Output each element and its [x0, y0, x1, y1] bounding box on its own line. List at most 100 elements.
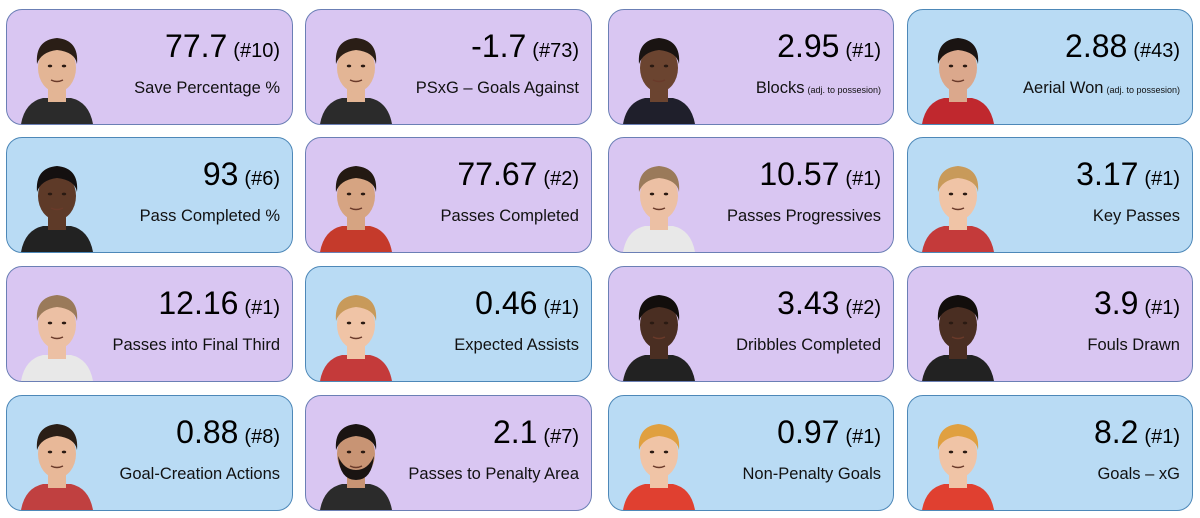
stat-value-line: 3.17 (#1) [1076, 158, 1180, 190]
stat-rank: (#1) [845, 40, 881, 62]
stat-value-line: -1.7 (#73) [471, 30, 579, 62]
player-portrait-icon [19, 410, 95, 510]
stat-rank: (#1) [244, 297, 280, 319]
stat-rank: (#2) [845, 297, 881, 319]
stat-value-line: 0.46 (#1) [475, 287, 579, 319]
player-portrait-icon [621, 24, 697, 124]
stat-label-line: Goal-Creation Actions [120, 466, 281, 483]
stat-value: 0.97 [777, 414, 840, 450]
stat-value: 0.46 [475, 285, 538, 321]
stat-card: 0.97 (#1) Non-Penalty Goals [608, 395, 894, 511]
stat-label-line: Goals – xG [1097, 466, 1180, 483]
stat-label: Pass Completed % [139, 207, 280, 225]
player-portrait-icon [318, 410, 394, 510]
stat-card: 8.2 (#1) Goals – xG [907, 395, 1193, 511]
stat-label-line: Passes Completed [441, 208, 580, 225]
stat-value-line: 0.97 (#1) [777, 416, 881, 448]
stat-card: -1.7 (#73) PSxG – Goals Against [305, 9, 592, 125]
stat-label-line: Key Passes [1093, 208, 1180, 225]
stat-label-line: Passes to Penalty Area [408, 466, 579, 483]
stat-value: 2.1 [492, 414, 538, 450]
player-portrait-icon [920, 24, 996, 124]
stat-value-line: 3.43 (#2) [777, 287, 881, 319]
stat-value-line: 77.67 (#2) [457, 158, 579, 190]
stat-card: 77.67 (#2) Passes Completed [305, 137, 592, 253]
player-portrait-icon [621, 152, 697, 252]
stat-value: 3.17 [1076, 156, 1139, 192]
stat-label-note: (adj. to possesion) [1106, 85, 1180, 95]
stat-card: 0.46 (#1) Expected Assists [305, 266, 592, 382]
stat-value: 77.67 [457, 156, 538, 192]
stat-label-line: Aerial Won (adj. to possesion) [1023, 80, 1180, 97]
stat-label: Key Passes [1092, 207, 1180, 225]
stat-card: 2.1 (#7) Passes to Penalty Area [305, 395, 592, 511]
stat-label-line: Pass Completed % [140, 208, 280, 225]
stat-label-line: Save Percentage % [134, 80, 280, 97]
player-portrait-icon [318, 152, 394, 252]
stat-label: Goal-Creation Actions [119, 465, 281, 483]
stat-value-line: 10.57 (#1) [759, 158, 881, 190]
stat-value-line: 2.88 (#43) [1065, 30, 1180, 62]
stat-value-line: 3.9 (#1) [1094, 287, 1180, 319]
stat-value-line: 2.95 (#1) [777, 30, 881, 62]
player-portrait-icon [621, 410, 697, 510]
stat-label-line: Passes into Final Third [112, 337, 280, 354]
stat-label-line: Blocks (adj. to possesion) [756, 80, 881, 97]
stat-rank: (#6) [244, 168, 280, 190]
stat-rank: (#1) [845, 168, 881, 190]
stat-label: Passes Completed [440, 207, 580, 225]
stat-rank: (#73) [532, 40, 579, 62]
stat-label: Passes into Final Third [112, 336, 280, 354]
stat-value: 3.43 [777, 285, 840, 321]
stat-card: 12.16 (#1) Passes into Final Third [6, 266, 293, 382]
stat-label: PSxG – Goals Against [415, 79, 579, 97]
player-portrait-icon [19, 152, 95, 252]
stat-rank: (#1) [1144, 168, 1180, 190]
stat-label: Passes Progressives [726, 207, 881, 225]
stat-label: Expected Assists [454, 336, 579, 354]
stat-value: 77.7 [165, 28, 228, 64]
stat-value: 93 [202, 156, 239, 192]
stat-value-line: 8.2 (#1) [1094, 416, 1180, 448]
stat-value: 0.88 [176, 414, 239, 450]
player-portrait-icon [920, 281, 996, 381]
stat-value-line: 2.1 (#7) [493, 416, 579, 448]
stat-label: Non-Penalty Goals [742, 465, 882, 483]
stat-value: 2.95 [777, 28, 840, 64]
player-portrait-icon [318, 24, 394, 124]
stat-card: 10.57 (#1) Passes Progressives [608, 137, 894, 253]
stat-label-line: Expected Assists [454, 337, 579, 354]
stat-label-line: Non-Penalty Goals [743, 466, 882, 483]
stat-card: 93 (#6) Pass Completed % [6, 137, 293, 253]
stat-rank: (#8) [244, 426, 280, 448]
stat-rank: (#1) [1144, 426, 1180, 448]
stat-label-note: (adj. to possesion) [807, 85, 881, 95]
player-portrait-icon [621, 281, 697, 381]
stat-rank: (#10) [233, 40, 280, 62]
player-portrait-icon [19, 281, 95, 381]
stat-label-line: Passes Progressives [727, 208, 881, 225]
player-portrait-icon [920, 152, 996, 252]
stat-value: 3.9 [1093, 285, 1139, 321]
stat-label-line: Dribbles Completed [736, 337, 881, 354]
stat-value: -1.7 [471, 28, 527, 64]
stat-card: 2.88 (#43) Aerial Won (adj. to possesion) [907, 9, 1193, 125]
player-portrait-icon [19, 24, 95, 124]
stat-rank: (#1) [1144, 297, 1180, 319]
stat-card: 0.88 (#8) Goal-Creation Actions [6, 395, 293, 511]
stat-value: 2.88 [1065, 28, 1128, 64]
stat-value-line: 0.88 (#8) [176, 416, 280, 448]
stat-rank: (#7) [543, 426, 579, 448]
stat-rank: (#1) [845, 426, 881, 448]
stat-card: 3.9 (#1) Fouls Drawn [907, 266, 1193, 382]
stat-value: 12.16 [158, 285, 239, 321]
stat-label: Goals – xG [1097, 465, 1180, 483]
stat-label-line: PSxG – Goals Against [416, 80, 579, 97]
stat-value-line: 93 (#6) [203, 158, 280, 190]
stat-rank: (#2) [543, 168, 579, 190]
stat-label: Fouls Drawn [1087, 336, 1180, 354]
stat-rank: (#1) [543, 297, 579, 319]
stat-card: 3.43 (#2) Dribbles Completed [608, 266, 894, 382]
stat-label: Blocks [755, 79, 805, 97]
player-portrait-icon [920, 410, 996, 510]
